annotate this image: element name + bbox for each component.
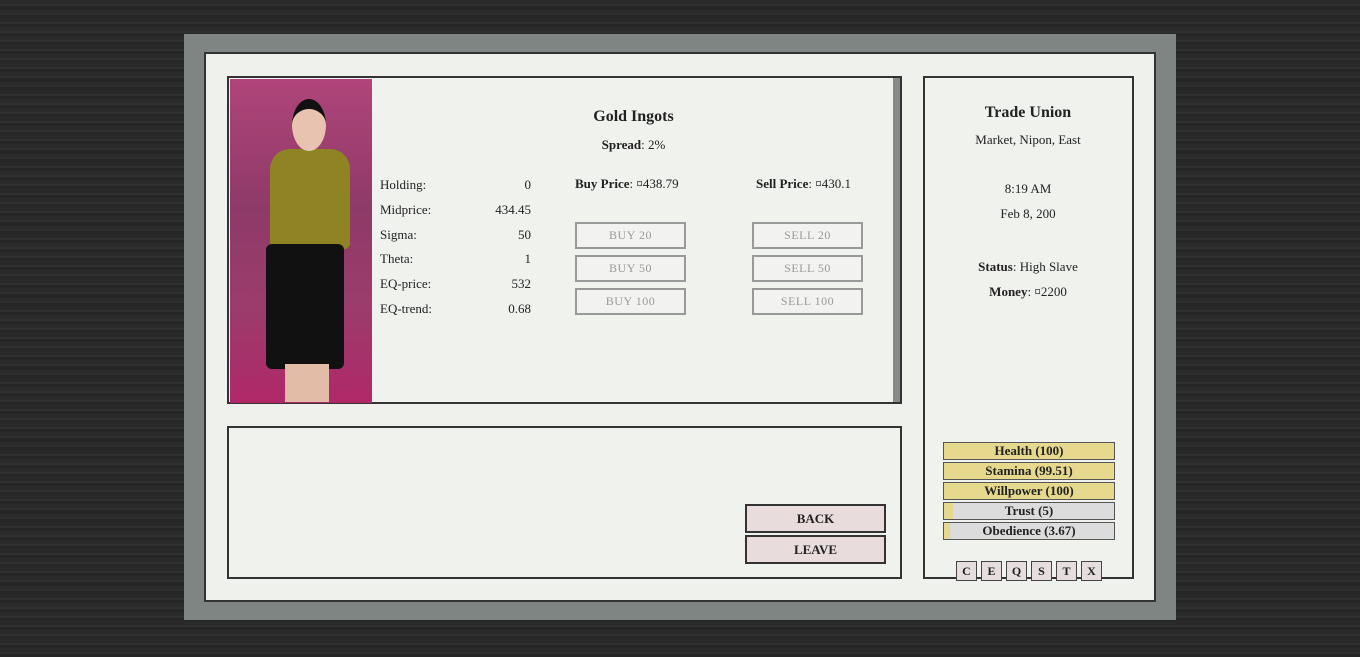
stat-label: Midprice: xyxy=(380,201,432,217)
sell-button[interactable]: SELL 20 xyxy=(752,222,863,249)
stat-value: 532 xyxy=(511,276,532,292)
stat-bar: Obedience (3.67) xyxy=(943,522,1115,540)
sell-price: Sell Price: ¤430.1 xyxy=(756,176,851,191)
stat-bar: Health (100) xyxy=(943,442,1115,460)
item-title: Gold Ingots xyxy=(593,108,674,125)
scrollbar[interactable] xyxy=(893,78,900,402)
character-portrait xyxy=(230,79,372,403)
sell-button[interactable]: SELL 50 xyxy=(752,255,863,282)
stat-value: 50 xyxy=(518,226,531,242)
game-paper: Gold Ingots Spread: 2% Buy Price: ¤438.7… xyxy=(204,52,1156,602)
buy-button[interactable]: BUY 50 xyxy=(575,255,686,282)
stat-label: Theta: xyxy=(380,251,414,267)
stat-value: 1 xyxy=(524,251,532,267)
stat-bar: Willpower (100) xyxy=(943,482,1115,500)
stat-label: Holding: xyxy=(380,177,427,192)
leave-button[interactable]: LEAVE xyxy=(745,535,886,564)
shortcut-button-t[interactable]: T xyxy=(1056,561,1077,581)
shortcut-button-q[interactable]: Q xyxy=(1006,561,1027,581)
stat-label: EQ-trend: xyxy=(380,301,432,316)
shortcut-button-x[interactable]: X xyxy=(1081,561,1102,581)
location: Market, Nipon, East xyxy=(975,132,1081,147)
buy-button[interactable]: BUY 100 xyxy=(575,288,686,315)
stat-value: 0.68 xyxy=(508,301,531,316)
stat-label: Sigma: xyxy=(380,226,417,242)
shortcut-button-e[interactable]: E xyxy=(981,561,1002,581)
stat-bar: Trust (5) xyxy=(943,502,1115,520)
back-button[interactable]: BACK xyxy=(745,504,886,533)
sidebar: Trade Union Market, Nipon, East 8:19 AM … xyxy=(923,76,1134,581)
location-title: Trade Union xyxy=(984,104,1072,121)
spread: Spread: 2% xyxy=(601,137,666,152)
status: Status: High Slave xyxy=(978,259,1078,274)
stat-value: 0 xyxy=(524,177,532,192)
buy-button[interactable]: BUY 20 xyxy=(575,222,686,249)
message-panel: BACK LEAVE xyxy=(227,426,902,579)
stat-label: EQ-price: xyxy=(380,276,432,292)
stat-bar: Stamina (99.51) xyxy=(943,462,1115,480)
sell-button[interactable]: SELL 100 xyxy=(752,288,863,315)
shortcut-button-s[interactable]: S xyxy=(1031,561,1052,581)
time: 8:19 AM xyxy=(1004,181,1052,196)
trade-panel: Gold Ingots Spread: 2% Buy Price: ¤438.7… xyxy=(227,76,902,404)
buy-price: Buy Price: ¤438.79 xyxy=(575,176,679,191)
date: Feb 8, 200 xyxy=(1000,206,1056,221)
shortcut-button-c[interactable]: C xyxy=(956,561,977,581)
money: Money: ¤2200 xyxy=(989,284,1067,299)
stat-value: 434.45 xyxy=(495,201,531,217)
game-frame: Gold Ingots Spread: 2% Buy Price: ¤438.7… xyxy=(184,34,1176,620)
